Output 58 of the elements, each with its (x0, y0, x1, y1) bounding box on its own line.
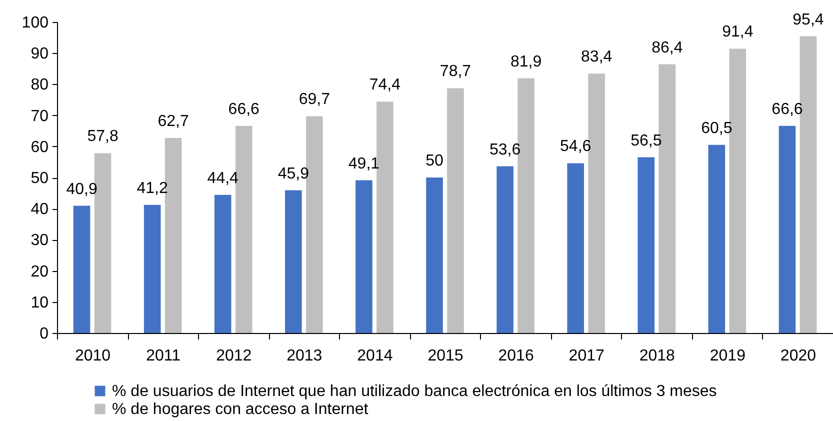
bar (638, 157, 655, 333)
y-tick-label: 20 (30, 263, 49, 280)
data-label: 53,6 (489, 141, 521, 158)
y-tick-label: 0 (40, 326, 49, 342)
bar (426, 178, 443, 333)
data-label: 62,7 (158, 113, 189, 130)
data-label: 66,6 (228, 100, 260, 118)
bar (447, 88, 464, 333)
data-label: 44,4 (207, 170, 239, 187)
bar (708, 144, 726, 333)
x-tick-label: 2013 (286, 348, 322, 364)
data-label: 50 (426, 152, 444, 170)
data-label: 60,5 (701, 120, 732, 137)
y-tick-label: 40 (30, 201, 49, 218)
x-tick-label: 2014 (357, 348, 393, 364)
data-label: 56,5 (630, 132, 662, 150)
x-tick-label: 2017 (568, 348, 604, 364)
bar (73, 206, 90, 333)
y-tick-label: 60 (30, 138, 49, 156)
x-tick-label: 2012 (216, 348, 252, 364)
y-tick-label: 80 (30, 76, 49, 94)
data-label: 83,4 (581, 48, 612, 66)
x-tick-label: 2016 (498, 348, 534, 364)
y-tick-label: 10 (30, 294, 49, 312)
x-tick-label: 2015 (428, 348, 464, 364)
legend-label: % de hogares con acceso a Internet (112, 401, 369, 418)
x-tick-label: 2018 (639, 348, 676, 364)
data-label: 81,9 (510, 53, 542, 70)
bar (285, 190, 302, 333)
data-label: 69,7 (298, 91, 330, 108)
data-label: 78,7 (440, 63, 472, 80)
x-tick-label: 2011 (146, 348, 181, 364)
data-label: 57,8 (87, 128, 118, 146)
x-tick-label: 2019 (710, 348, 746, 364)
data-label: 49,1 (348, 155, 380, 172)
data-label: 86,4 (652, 39, 683, 56)
data-label: 45,9 (278, 165, 310, 182)
data-label: 54,6 (560, 138, 592, 156)
legend-label: % de usuarios de Internet que han utilizado banca electrónica en los últimos 3 meses (112, 383, 717, 400)
y-tick-label: 90 (30, 46, 49, 63)
bar (356, 180, 372, 333)
bar (567, 163, 584, 333)
y-tick-label: 70 (30, 108, 49, 125)
data-label: 40,9 (66, 180, 98, 198)
bar (496, 166, 514, 333)
x-tick-label: 2020 (780, 348, 816, 364)
data-label: 91,4 (722, 24, 754, 41)
data-label: 41,2 (136, 180, 168, 197)
data-label: 95,4 (792, 11, 824, 28)
data-label: 74,4 (369, 76, 401, 94)
bar (214, 194, 232, 333)
bar (778, 126, 796, 333)
y-tick-label: 50 (30, 170, 49, 187)
bar (144, 204, 161, 333)
y-tick-label: 100 (22, 14, 49, 32)
data-label: 66,6 (772, 100, 803, 118)
x-tick-label: 2010 (74, 348, 111, 364)
y-tick-label: 30 (30, 232, 49, 250)
